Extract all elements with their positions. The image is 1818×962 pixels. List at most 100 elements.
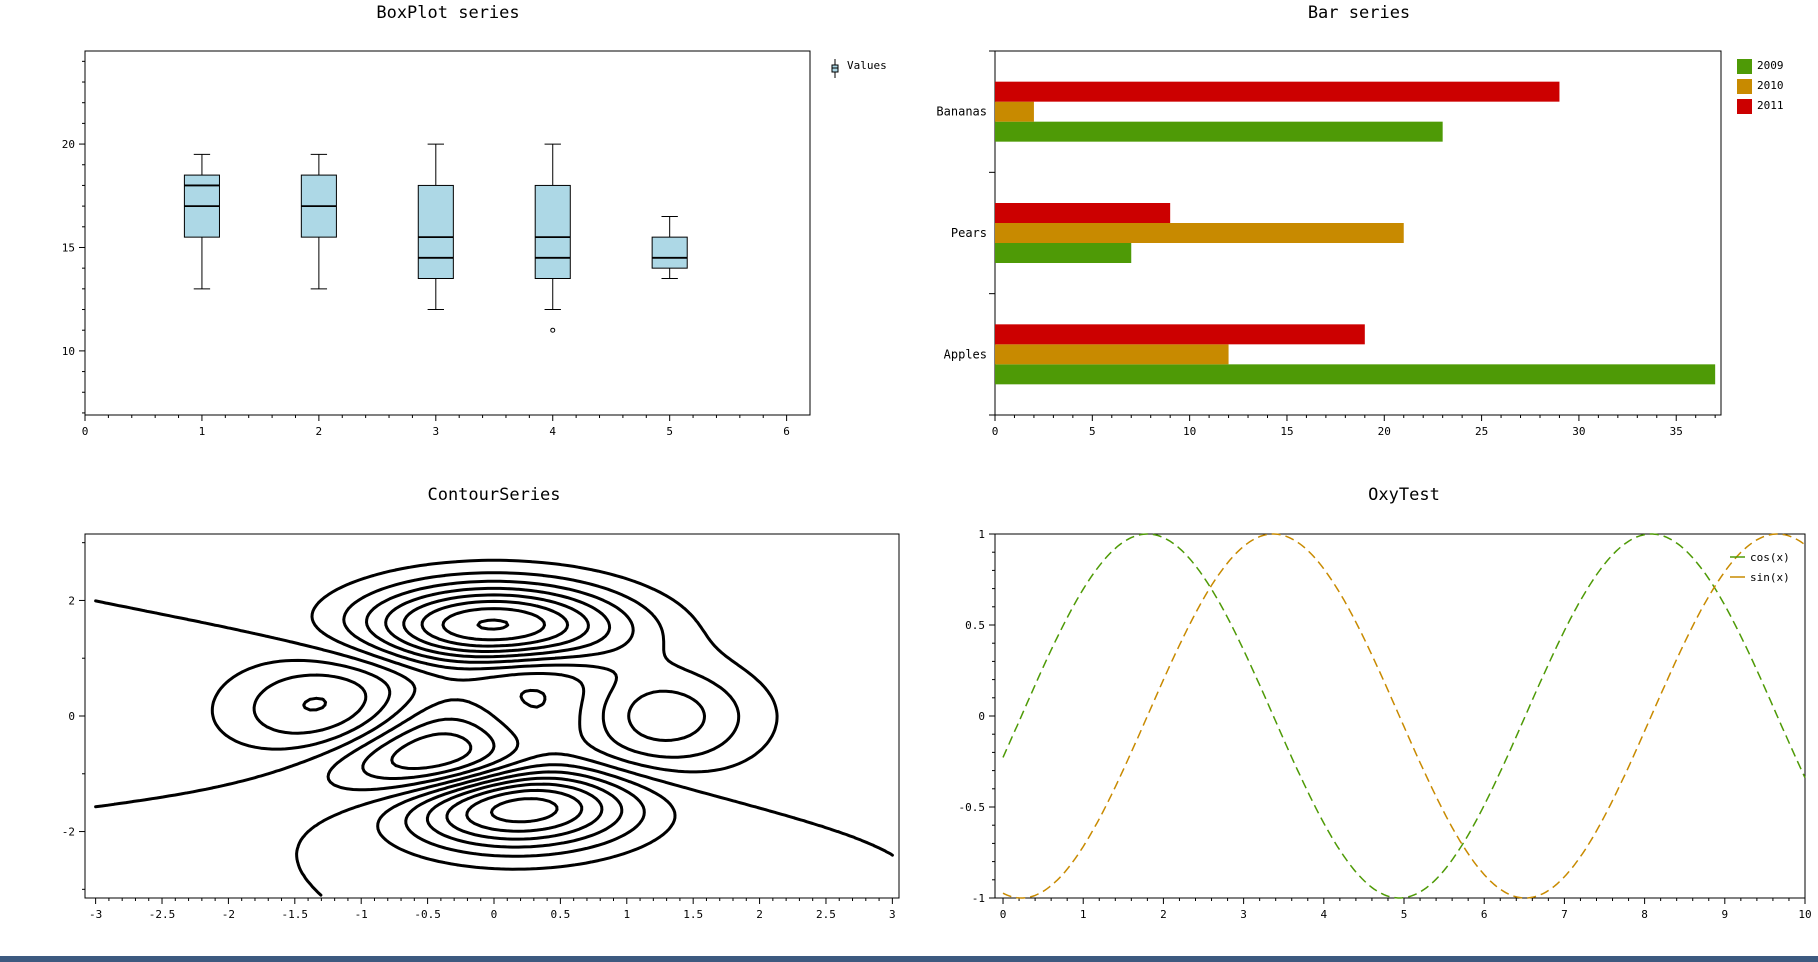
y-tick-label: -0.5 — [959, 801, 986, 814]
contour-line — [342, 571, 741, 780]
contour-line — [94, 599, 894, 897]
bar — [995, 203, 1171, 223]
category-label: Apples — [944, 347, 987, 361]
legend-label: 2009 — [1757, 59, 1784, 72]
legend-label: sin(x) — [1750, 571, 1790, 584]
boxplot-legend-label: Values — [847, 59, 887, 72]
x-tick-label: 5 — [666, 425, 673, 438]
x-tick-label: 6 — [1481, 908, 1488, 921]
y-tick-label: 20 — [62, 138, 75, 151]
x-tick-label: 0 — [992, 425, 999, 438]
category-label: Pears — [951, 226, 987, 240]
bar — [995, 101, 1034, 122]
bar-legend: 2009 2010 2011 — [1737, 59, 1784, 114]
x-tick-label: -0.5 — [414, 908, 441, 921]
y-tick-label: 15 — [62, 241, 75, 254]
x-tick-label: 3 — [432, 425, 439, 438]
bar-title: Bar series — [1308, 3, 1410, 23]
contour-line — [384, 586, 612, 659]
outlier-point — [550, 327, 556, 333]
x-tick-label: 5 — [1401, 908, 1408, 921]
x-tick-label: 1 — [1080, 908, 1087, 921]
x-tick-label: 1 — [199, 425, 206, 438]
x-tick-label: 7 — [1561, 908, 1568, 921]
x-tick-label: 2 — [756, 908, 763, 921]
boxplot-plot-area — [84, 50, 811, 416]
bar-axes: 0 5 10 15 20 25 30 35 Apples Pears Bananas — [936, 50, 1716, 438]
bar — [995, 121, 1443, 142]
legend-label: 2011 — [1757, 99, 1784, 112]
x-tick-label: -1 — [355, 908, 368, 921]
legend-swatch — [1737, 79, 1752, 94]
x-tick-label: 1.5 — [683, 908, 703, 921]
y-tick-label: 2 — [68, 594, 75, 607]
legend-label: 2010 — [1757, 79, 1784, 92]
x-tick-label: 2.5 — [816, 908, 836, 921]
line-title: OxyTest — [1368, 485, 1440, 505]
line-legend: cos(x) sin(x) — [1730, 551, 1790, 584]
bar-panel: Bar series 0 5 10 15 20 25 30 35 Apples Pears Bana… — [936, 3, 1783, 438]
x-tick-label: 4 — [1320, 908, 1327, 921]
y-tick-label: 0 — [68, 710, 75, 723]
category-label: Bananas — [936, 105, 987, 119]
boxplot-panel: BoxPlot series 0 1 2 3 4 5 6 10 15 20 Values — [62, 3, 887, 438]
x-tick-label: 20 — [1378, 425, 1391, 438]
boxplot-title: BoxPlot series — [376, 3, 519, 23]
y-tick-label: -2 — [62, 826, 75, 839]
line-panel: OxyTest 0 1 2 3 4 5 6 7 8 9 10 -1 -0.5 0 0.5 1 cos(x) si… — [959, 485, 1812, 921]
x-tick-label: 0 — [1000, 908, 1007, 921]
contour-line — [302, 696, 624, 849]
legend-swatch — [1737, 59, 1752, 74]
x-tick-label: -3 — [89, 908, 102, 921]
contour-marks — [94, 558, 894, 897]
x-tick-label: 9 — [1721, 908, 1728, 921]
contour-line — [476, 618, 510, 631]
y-tick-label: 0 — [978, 710, 985, 723]
box — [417, 184, 454, 280]
x-tick-label: -2 — [222, 908, 235, 921]
bottom-bar — [0, 956, 1818, 962]
contour-axes: -3 -2.5 -2 -1.5 -1 -0.5 0 0.5 1 1.5 2 2.5 3 -2 0 2 — [62, 542, 896, 921]
boxplot-legend-icon — [831, 59, 839, 78]
contour-line — [465, 788, 584, 833]
boxplot-legend: Values — [831, 59, 887, 78]
x-tick-label: 2 — [1160, 908, 1167, 921]
series-line — [1002, 533, 1806, 899]
x-tick-label: 10 — [1183, 425, 1196, 438]
x-tick-label: 25 — [1475, 425, 1488, 438]
contour-line — [210, 658, 677, 871]
contour-line — [310, 558, 779, 792]
bar — [995, 344, 1229, 365]
contour-line — [445, 782, 604, 841]
bar — [995, 324, 1365, 345]
box — [534, 184, 571, 280]
x-tick-label: 30 — [1572, 425, 1585, 438]
x-tick-label: 0 — [82, 425, 89, 438]
x-tick-label: 15 — [1280, 425, 1293, 438]
x-tick-label: 4 — [549, 425, 556, 438]
x-tick-label: 35 — [1670, 425, 1683, 438]
legend-swatch — [1737, 99, 1752, 114]
y-tick-label: 10 — [62, 345, 75, 358]
bar — [995, 243, 1132, 263]
x-tick-label: 3 — [889, 908, 896, 921]
bar-marks — [995, 81, 1716, 385]
y-tick-label: 1 — [978, 528, 985, 541]
series-line — [1002, 533, 1806, 899]
x-tick-label: 1 — [623, 908, 630, 921]
x-tick-label: 0.5 — [550, 908, 570, 921]
contour-panel: ContourSeries -3 -2.5 -2 -1.5 -1 -0.5 0 0.5 1 1.5… — [62, 485, 900, 921]
x-tick-label: 3 — [1240, 908, 1247, 921]
x-tick-label: 5 — [1089, 425, 1096, 438]
contour-line — [252, 673, 646, 858]
x-tick-label: -2.5 — [149, 908, 176, 921]
bar — [995, 364, 1716, 385]
line-axes: 0 1 2 3 4 5 6 7 8 9 10 -1 -0.5 0 0.5 1 — [959, 528, 1812, 921]
bar — [995, 223, 1404, 243]
x-tick-label: 2 — [316, 425, 323, 438]
boxplot-axes: 0 1 2 3 4 5 6 10 15 20 — [62, 60, 790, 438]
contour-line — [365, 579, 706, 770]
x-tick-label: -1.5 — [282, 908, 309, 921]
bar — [995, 81, 1560, 102]
